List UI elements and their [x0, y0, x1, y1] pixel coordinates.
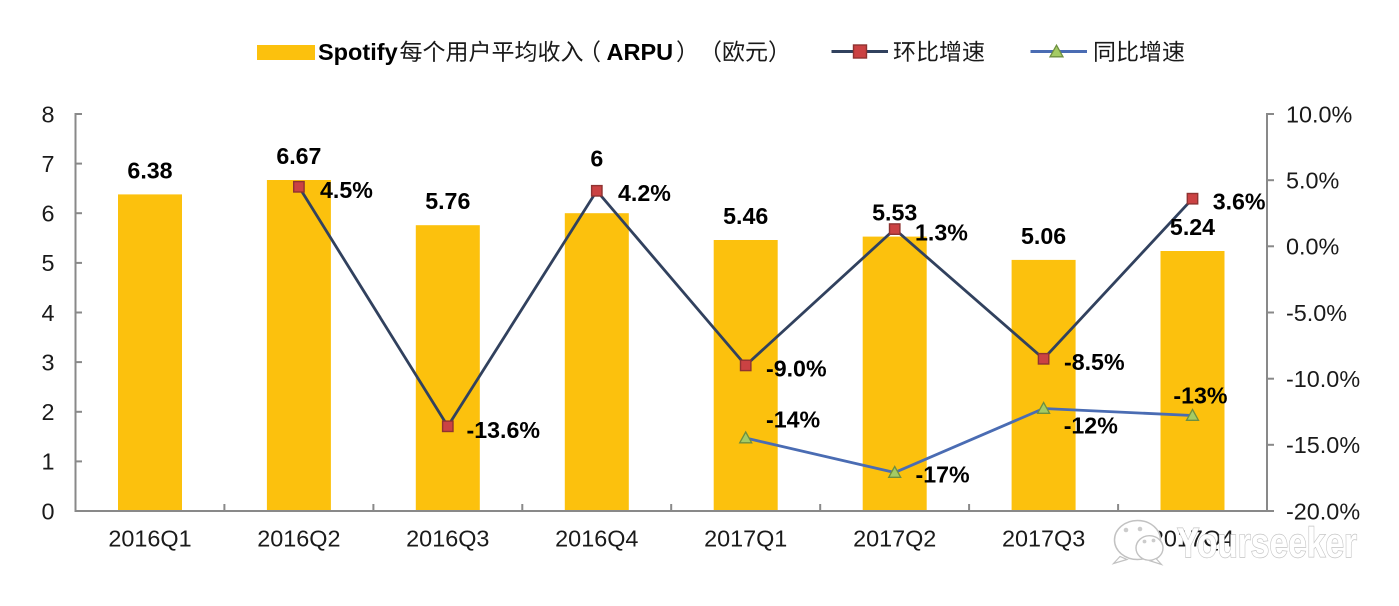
svg-text:-10.0%: -10.0% — [1286, 366, 1360, 392]
svg-text:2: 2 — [41, 399, 54, 425]
svg-text:-13%: -13% — [1173, 383, 1227, 409]
svg-text:7: 7 — [41, 151, 54, 177]
svg-text:0.0%: 0.0% — [1286, 234, 1339, 260]
svg-text:8: 8 — [41, 101, 54, 127]
svg-text:-17%: -17% — [916, 462, 970, 488]
svg-text:6.67: 6.67 — [276, 143, 321, 169]
svg-text:Spotify: Spotify — [318, 39, 398, 65]
svg-text:5.46: 5.46 — [723, 203, 768, 229]
svg-text:5: 5 — [41, 250, 54, 276]
svg-text:-13.6%: -13.6% — [467, 417, 540, 443]
svg-text:-5.0%: -5.0% — [1286, 300, 1347, 326]
svg-text:5.76: 5.76 — [425, 188, 470, 214]
svg-text:2016Q1: 2016Q1 — [108, 526, 191, 552]
svg-text:3: 3 — [41, 349, 54, 375]
svg-text:-12%: -12% — [1064, 412, 1118, 438]
svg-text:5.53: 5.53 — [872, 200, 917, 226]
svg-text:2017Q3: 2017Q3 — [1002, 526, 1085, 552]
svg-text:-8.5%: -8.5% — [1064, 349, 1125, 375]
svg-text:5.24: 5.24 — [1170, 214, 1215, 240]
svg-text:2017Q1: 2017Q1 — [704, 526, 787, 552]
svg-text:4.5%: 4.5% — [320, 177, 373, 203]
svg-text:5.06: 5.06 — [1021, 223, 1066, 249]
svg-text:6: 6 — [590, 146, 603, 172]
svg-text:2016Q3: 2016Q3 — [406, 526, 489, 552]
svg-text:-14%: -14% — [766, 406, 820, 432]
svg-text:4: 4 — [41, 300, 54, 326]
svg-text:5.0%: 5.0% — [1286, 168, 1339, 194]
svg-text:1.3%: 1.3% — [915, 219, 968, 245]
svg-text:ARPU: ARPU — [607, 39, 674, 65]
svg-text:-9.0%: -9.0% — [766, 355, 827, 381]
svg-text:-20.0%: -20.0% — [1286, 498, 1360, 524]
svg-text:2017Q2: 2017Q2 — [853, 526, 936, 552]
svg-text:4.2%: 4.2% — [618, 180, 671, 206]
svg-text:6: 6 — [41, 201, 54, 227]
svg-text:2016Q2: 2016Q2 — [257, 526, 340, 552]
svg-text:10.0%: 10.0% — [1286, 101, 1352, 127]
svg-text:3.6%: 3.6% — [1213, 189, 1266, 215]
svg-text:1: 1 — [41, 449, 54, 475]
svg-text:2016Q4: 2016Q4 — [555, 526, 638, 552]
svg-text:0: 0 — [41, 498, 54, 524]
svg-text:6.38: 6.38 — [127, 157, 172, 183]
svg-text:Yourseeker: Yourseeker — [1177, 519, 1357, 566]
svg-text:2017Q4: 2017Q4 — [1151, 526, 1234, 552]
svg-text:-15.0%: -15.0% — [1286, 432, 1360, 458]
